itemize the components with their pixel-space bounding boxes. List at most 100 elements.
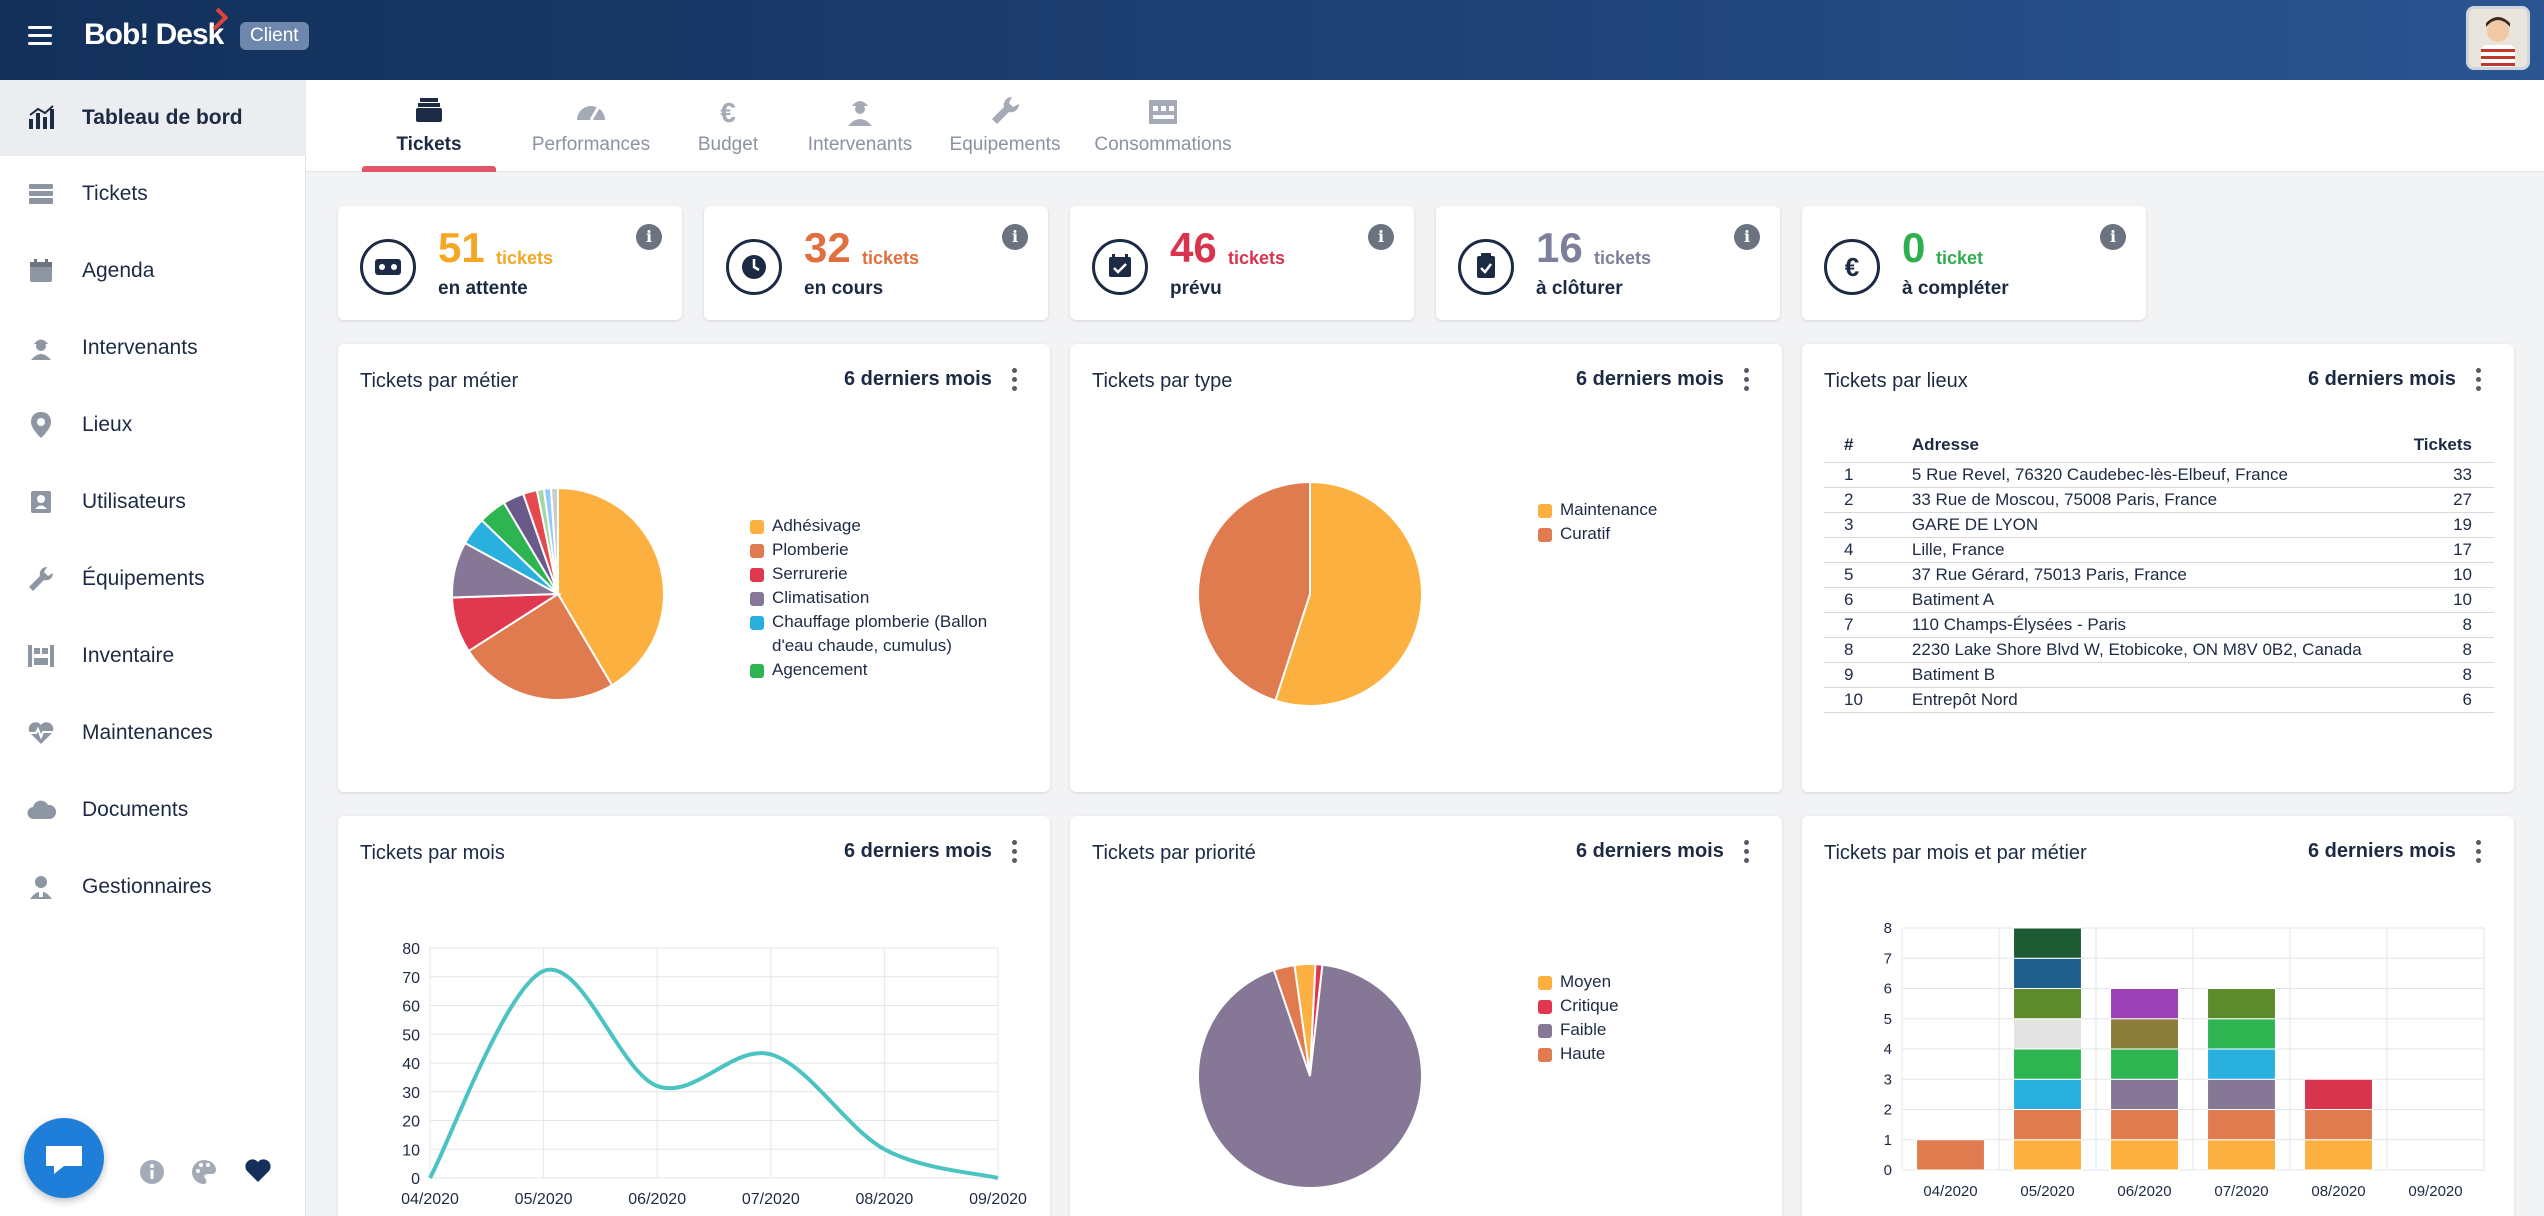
period-selector[interactable]: 6 derniers mois — [2308, 368, 2456, 390]
bar-segment[interactable] — [2110, 1078, 2179, 1110]
heart-pulse-icon — [26, 718, 56, 748]
bar-segment[interactable] — [2013, 1078, 2082, 1110]
more-options-icon[interactable] — [1010, 840, 1018, 864]
heart-icon[interactable] — [244, 1158, 272, 1186]
bar-segment[interactable] — [1916, 1139, 1985, 1171]
kpi-unit: tickets — [1228, 248, 1286, 268]
bar-segment[interactable] — [2207, 1078, 2276, 1110]
pie-slice[interactable] — [1274, 480, 1424, 707]
info-icon[interactable]: i — [2100, 224, 2126, 250]
bar-segment[interactable] — [2110, 988, 2179, 1020]
bar-segment[interactable] — [2013, 927, 2082, 959]
y-tick-label: 60 — [402, 999, 420, 1016]
sidebar-item-label: Agenda — [82, 259, 155, 282]
calendar-icon — [26, 256, 56, 286]
pie-slice[interactable] — [549, 486, 559, 595]
sidebar-item-gestionnaires[interactable]: Gestionnaires — [0, 849, 306, 925]
legend-priorite: Moyen Critique Faible Haute — [1538, 970, 1619, 1066]
more-options-icon[interactable] — [1742, 840, 1750, 864]
kpi-card-a-completer[interactable]: € 0 ticket à compléter i — [1802, 206, 2146, 320]
bar-segment[interactable] — [2304, 1078, 2373, 1110]
tab-tickets[interactable]: Tickets — [376, 80, 482, 172]
info-icon[interactable]: i — [636, 224, 662, 250]
pie-slice[interactable] — [1197, 963, 1423, 1189]
app-logo[interactable]: Bob! Desk — [84, 18, 224, 51]
bar-segment[interactable] — [2207, 1048, 2276, 1080]
sidebar-item-equipements[interactable]: Équipements — [0, 541, 306, 617]
y-tick-label: 8 — [1884, 920, 1892, 937]
sidebar-item-inventaire[interactable]: Inventaire — [0, 618, 306, 694]
pie-slice[interactable] — [557, 486, 665, 687]
kpi-card-en-attente[interactable]: 51 tickets en attente i — [338, 206, 682, 320]
kpi-label: en cours — [804, 278, 884, 299]
period-selector[interactable]: 6 derniers mois — [844, 840, 992, 862]
sidebar-item-agenda[interactable]: Agenda — [0, 233, 306, 309]
tab-label: Intervenants — [807, 134, 913, 155]
pie-slice[interactable] — [1197, 480, 1311, 702]
y-tick-label: 10 — [402, 1142, 420, 1159]
avatar[interactable] — [2466, 6, 2530, 70]
bar-segment[interactable] — [2013, 1018, 2082, 1050]
kpi-card-a-cloturer[interactable]: 16 tickets à clôturer i — [1436, 206, 1780, 320]
tab-performances[interactable]: Performances — [496, 80, 686, 172]
tab-budget[interactable]: € Budget — [680, 80, 776, 172]
bar-segment[interactable] — [2207, 1109, 2276, 1141]
bar-segment[interactable] — [2110, 1139, 2179, 1171]
chat-button[interactable] — [24, 1118, 104, 1198]
more-options-icon[interactable] — [1010, 368, 1018, 392]
sidebar-item-tickets[interactable]: Tickets — [0, 156, 306, 232]
bar-segment[interactable] — [2110, 1109, 2179, 1141]
period-selector[interactable]: 6 derniers mois — [1576, 840, 1724, 862]
bar-segment[interactable] — [2110, 1048, 2179, 1080]
bar-segment[interactable] — [2207, 1139, 2276, 1171]
bar-segment[interactable] — [2013, 957, 2082, 989]
y-tick-label: 5 — [1884, 1011, 1892, 1028]
kpi-card-prevu[interactable]: 46 tickets prévu i — [1070, 206, 1414, 320]
legend-item: Plomberie — [750, 538, 1030, 562]
info-icon[interactable] — [138, 1158, 166, 1186]
palette-icon[interactable] — [190, 1158, 218, 1186]
bar-segment[interactable] — [2013, 1139, 2082, 1171]
tab-label: Performances — [531, 134, 651, 155]
period-selector[interactable]: 6 derniers mois — [844, 368, 992, 390]
more-options-icon[interactable] — [2474, 368, 2482, 392]
worker-icon — [26, 333, 56, 363]
sidebar-item-maintenances[interactable]: Maintenances — [0, 695, 306, 771]
bar-segment[interactable] — [2013, 1109, 2082, 1141]
kpi-card-en-cours[interactable]: 32 tickets en cours i — [704, 206, 1048, 320]
period-selector[interactable]: 6 derniers mois — [1576, 368, 1724, 390]
legend-item: Climatisation — [750, 586, 1030, 610]
series-line[interactable] — [428, 967, 999, 1180]
bar-segment[interactable] — [2207, 1018, 2276, 1050]
pie-slice[interactable] — [1272, 963, 1311, 1077]
y-tick-label: 3 — [1884, 1071, 1892, 1088]
more-options-icon[interactable] — [1742, 368, 1750, 392]
table-row: 7 110 Champs-Élysées - Paris 8 — [1824, 612, 2494, 638]
sidebar-item-utilisateurs[interactable]: Utilisateurs — [0, 464, 306, 540]
sidebar: Tableau de bord Tickets Agenda Intervena… — [0, 80, 306, 1216]
bar-segment[interactable] — [2110, 1018, 2179, 1050]
tab-intervenants[interactable]: Intervenants — [788, 80, 932, 172]
bar-segment[interactable] — [2207, 988, 2276, 1020]
info-icon[interactable]: i — [1734, 224, 1760, 250]
period-selector[interactable]: 6 derniers mois — [2308, 840, 2456, 862]
panel-tickets-par-metier: Tickets par métier 6 derniers mois Adhés… — [338, 344, 1050, 792]
tab-consommations[interactable]: Consommations — [1078, 80, 1248, 172]
hamburger-menu-icon[interactable] — [28, 26, 54, 46]
tab-equipements[interactable]: Equipements — [932, 80, 1078, 172]
sidebar-item-intervenants[interactable]: Intervenants — [0, 310, 306, 386]
more-options-icon[interactable] — [2474, 840, 2482, 864]
info-icon[interactable]: i — [1002, 224, 1028, 250]
sidebar-item-lieux[interactable]: Lieux — [0, 387, 306, 463]
bar-segment[interactable] — [2013, 1048, 2082, 1080]
panel-title: Tickets par mois — [360, 842, 505, 864]
bar-segment[interactable] — [2304, 1139, 2373, 1171]
info-icon[interactable]: i — [1368, 224, 1394, 250]
kpi-label: à clôturer — [1536, 278, 1623, 299]
sidebar-item-documents[interactable]: Documents — [0, 772, 306, 848]
gauge-icon — [577, 106, 605, 121]
sidebar-item-tableau-de-bord[interactable]: Tableau de bord — [0, 80, 306, 156]
bar-segment[interactable] — [2013, 988, 2082, 1020]
pie-slice[interactable] — [467, 592, 614, 701]
bar-segment[interactable] — [2304, 1109, 2373, 1141]
